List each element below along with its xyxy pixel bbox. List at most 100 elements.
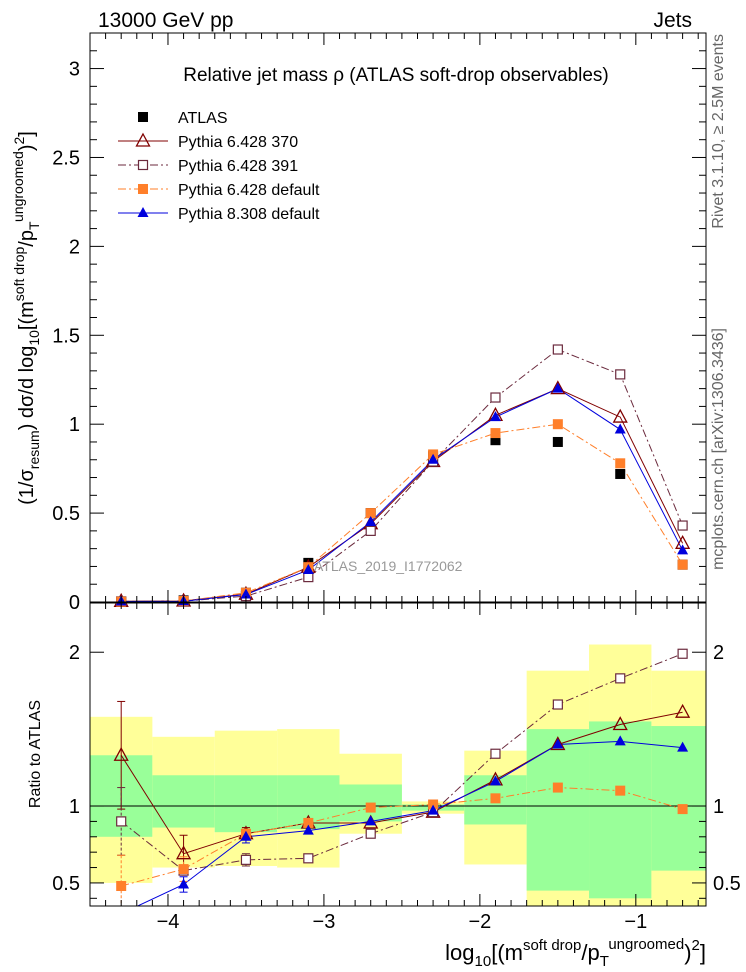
ratio-series-marker — [677, 648, 688, 659]
main-series-marker — [615, 468, 626, 479]
ratio-series-marker — [677, 741, 689, 752]
legend-marker — [137, 207, 149, 217]
ratio-band-green — [589, 721, 652, 899]
ratio-band-green — [152, 775, 215, 828]
chart-title: Relative jet mass ρ (ATLAS soft-drop obs… — [183, 65, 608, 86]
ratio-band-green — [526, 729, 590, 891]
main-series-marker — [550, 380, 566, 395]
ratio-series-marker — [552, 738, 564, 749]
x-tick-label: −4 — [157, 911, 180, 933]
main-series-marker — [365, 525, 376, 536]
main-series-marker — [552, 436, 563, 447]
ratio-series-marker — [490, 748, 501, 759]
x-axis-label: log10[(msoft drop/pTungroomed)2] — [445, 936, 706, 970]
ratio-y-tick-label-right: 2 — [713, 642, 724, 664]
main-series-marker — [552, 419, 563, 430]
ratio-series-marker — [303, 853, 314, 864]
axes — [89, 32, 707, 907]
ratio-series-marker — [240, 830, 252, 841]
ratio-series-marker — [303, 817, 314, 828]
legend-label: Pythia 8.308 default — [178, 206, 320, 223]
ratio-y-tick-label: 1 — [69, 796, 80, 818]
side-label-top: Rivet 3.1.10, ≥ 2.5M events — [710, 34, 727, 229]
header-left-label: 13000 GeV pp — [98, 9, 233, 32]
ratio-series-marker — [365, 802, 376, 813]
ratio-series-marker — [612, 716, 628, 731]
ratio-series-marker — [113, 746, 129, 761]
main-series-marker — [552, 382, 564, 393]
series-markers — [113, 344, 691, 892]
main-series-marker — [427, 453, 439, 464]
main-series-marker — [302, 563, 314, 574]
legend-label: ATLAS — [178, 110, 228, 127]
header-right-label: Jets — [653, 9, 692, 32]
x-tick-label: −1 — [624, 911, 647, 933]
ratio-series-marker — [365, 828, 376, 839]
tick-labels: −4 −3 −2 −1 0 0.5 1 1.5 2 2.5 3 0.5 0.5 1 1 2 2 — [52, 59, 741, 933]
legend-label: Pythia 6.428 391 — [178, 158, 298, 175]
legend-marker — [135, 132, 151, 147]
ratio-panel-frame — [89, 602, 707, 907]
ratio-series-marker — [550, 736, 566, 751]
ratio-series-marker — [490, 793, 501, 804]
legend-label: Pythia 6.428 default — [178, 182, 320, 199]
ratio-series-line — [121, 787, 683, 887]
main-series-marker — [615, 369, 626, 380]
ratio-band-green — [651, 726, 706, 871]
main-y-tick-label: 1.5 — [52, 325, 80, 347]
ratio-series-marker — [427, 804, 439, 815]
main-series-marker — [365, 508, 376, 519]
ratio-series-marker — [365, 815, 377, 826]
main-series-marker — [677, 520, 688, 531]
ratio-series-marker — [675, 703, 691, 718]
ratio-y-tick-label-right: 0.5 — [713, 873, 741, 895]
legend-marker — [138, 112, 148, 122]
main-series-line — [121, 348, 684, 602]
ratio-series-line — [120, 711, 683, 855]
ratio-series-line — [136, 740, 683, 906]
main-series-marker — [490, 435, 501, 446]
main-series-marker — [490, 392, 501, 403]
main-series-marker — [490, 428, 501, 439]
ratio-series-marker — [116, 816, 127, 827]
main-series-marker — [489, 411, 501, 422]
main-series-marker — [365, 515, 377, 526]
ratio-series-marker — [178, 878, 190, 889]
main-series-marker — [614, 423, 626, 434]
ratio-series-marker — [116, 881, 127, 892]
x-tick-label: −2 — [468, 911, 491, 933]
watermark-label: ATLAS_2019_I1772062 — [314, 558, 463, 574]
main-series-marker — [612, 408, 628, 423]
main-series-marker — [677, 544, 689, 555]
main-y-tick-label: 3 — [69, 59, 80, 81]
main-y-tick-label: 0 — [69, 592, 80, 614]
series-lines — [120, 348, 684, 906]
y-axis-label-bottom: Ratio to ATLAS — [27, 700, 44, 808]
ratio-series-marker — [552, 699, 563, 710]
legend-marker — [137, 159, 149, 171]
ratio-series-marker — [302, 824, 314, 835]
main-y-tick-label: 2.5 — [52, 147, 80, 169]
ratio-series-marker — [615, 673, 626, 684]
ratio-series-marker — [615, 785, 626, 796]
main-y-tick-label: 0.5 — [52, 503, 80, 525]
ratio-y-tick-label: 0.5 — [52, 873, 80, 895]
ratio-band-green — [214, 775, 278, 833]
ratio-series-marker — [178, 864, 189, 875]
ratio-series-marker — [614, 735, 626, 746]
main-series-line — [121, 423, 684, 602]
ratio-series-marker — [552, 782, 563, 793]
ratio-series-line — [120, 653, 683, 872]
legend-label: Pythia 6.428 370 — [178, 134, 298, 151]
y-axis-label-top: (1/σresum) dσ/d log10[(msoft drop/pTungr… — [10, 131, 42, 505]
x-tick-label: −3 — [313, 911, 336, 933]
ratio-series-marker — [489, 775, 501, 786]
side-label-bottom: mcplots.cern.ch [arXiv:1306.3436] — [710, 328, 727, 570]
ratio-series-marker — [175, 845, 192, 860]
main-series-marker — [552, 344, 563, 355]
ratio-series-marker — [240, 854, 252, 865]
main-y-tick-label: 2 — [69, 236, 80, 258]
main-series-marker — [615, 458, 626, 469]
main-series-marker — [240, 588, 252, 599]
